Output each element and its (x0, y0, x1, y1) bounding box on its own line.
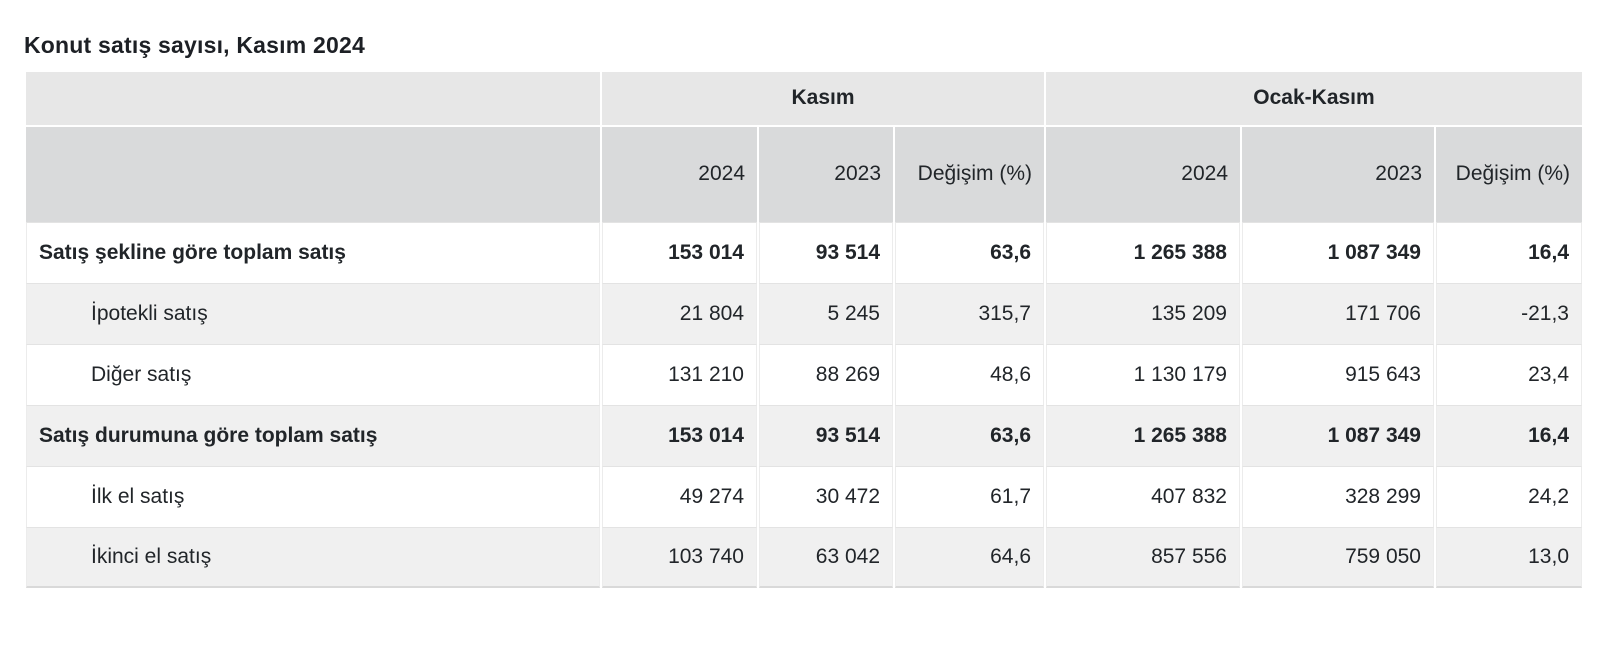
table-row: Satış durumuna göre toplam satış 153 014 9… (26, 405, 1582, 466)
value-cell-ocak-kasim-2023: 328 299 (1242, 466, 1434, 527)
table-row: İlk el satış 49 274 30 472 61,7 407 832 328 2… (26, 466, 1582, 527)
value-cell-ocak-kasim-2023: 1 087 349 (1242, 222, 1434, 283)
value-cell-kasim-2023: 93 514 (759, 405, 893, 466)
row-label: İlk el satış (26, 466, 600, 527)
row-label: İkinci el satış (26, 527, 600, 588)
value-cell-kasim-2024: 21 804 (602, 283, 757, 344)
page-title: Konut satış sayısı, Kasım 2024 (24, 32, 365, 58)
value-cell-kasim-2023: 88 269 (759, 344, 893, 405)
value-cell-ocak-kasim-degisim: 16,4 (1436, 405, 1582, 466)
value-cell-ocak-kasim-degisim: 16,4 (1436, 222, 1582, 283)
value-cell-ocak-kasim-degisim: 23,4 (1436, 344, 1582, 405)
value-cell-ocak-kasim-2024: 1 130 179 (1046, 344, 1240, 405)
value-cell-ocak-kasim-2024: 1 265 388 (1046, 405, 1240, 466)
value-cell-ocak-kasim-2024: 407 832 (1046, 466, 1240, 527)
value-cell-kasim-2024: 103 740 (602, 527, 757, 588)
value-cell-kasim-2024: 153 014 (602, 405, 757, 466)
value-cell-kasim-degisim: 63,6 (895, 405, 1044, 466)
value-cell-kasim-2023: 30 472 (759, 466, 893, 527)
column-header-kasim-2024: 2024 (602, 127, 757, 222)
value-cell-ocak-kasim-degisim: -21,3 (1436, 283, 1582, 344)
page: Konut satış sayısı, Kasım 2024 Kasım Oca… (24, 32, 1584, 588)
value-cell-kasim-2024: 49 274 (602, 466, 757, 527)
row-label: Diğer satış (26, 344, 600, 405)
column-group-kasim: Kasım (602, 72, 1044, 127)
value-cell-kasim-degisim: 48,6 (895, 344, 1044, 405)
column-header-row: 2024 2023 Değişim (%) 2024 2023 Değişim … (26, 127, 1582, 222)
column-header-kasim-2023: 2023 (759, 127, 893, 222)
value-cell-kasim-2024: 131 210 (602, 344, 757, 405)
value-cell-kasim-degisim: 63,6 (895, 222, 1044, 283)
value-cell-kasim-degisim: 61,7 (895, 466, 1044, 527)
table-header: Kasım Ocak-Kasım 2024 2023 Değişim (%) 2… (26, 72, 1582, 222)
value-cell-kasim-degisim: 64,6 (895, 527, 1044, 588)
table-row: Diğer satış 131 210 88 269 48,6 1 130 179 915… (26, 344, 1582, 405)
column-header-kasim-degisim: Değişim (%) (895, 127, 1044, 222)
corner-cell (26, 127, 600, 222)
column-header-ocak-kasim-2023: 2023 (1242, 127, 1434, 222)
value-cell-ocak-kasim-2024: 135 209 (1046, 283, 1240, 344)
row-label: İpotekli satış (26, 283, 600, 344)
value-cell-ocak-kasim-2023: 759 050 (1242, 527, 1434, 588)
value-cell-ocak-kasim-2024: 857 556 (1046, 527, 1240, 588)
housing-sales-table: Kasım Ocak-Kasım 2024 2023 Değişim (%) 2… (24, 72, 1584, 588)
value-cell-kasim-2023: 63 042 (759, 527, 893, 588)
value-cell-kasim-2023: 5 245 (759, 283, 893, 344)
value-cell-ocak-kasim-2023: 1 087 349 (1242, 405, 1434, 466)
corner-cell (26, 72, 600, 127)
table-row: Satış şekline göre toplam satış 153 014 93… (26, 222, 1582, 283)
value-cell-kasim-degisim: 315,7 (895, 283, 1044, 344)
value-cell-kasim-2023: 93 514 (759, 222, 893, 283)
column-group-ocak-kasim: Ocak-Kasım (1046, 72, 1582, 127)
column-header-ocak-kasim-degisim: Değişim (%) (1436, 127, 1582, 222)
table-body: Satış şekline göre toplam satış 153 014 93… (26, 222, 1582, 588)
value-cell-ocak-kasim-2023: 171 706 (1242, 283, 1434, 344)
value-cell-ocak-kasim-degisim: 24,2 (1436, 466, 1582, 527)
column-group-header-row: Kasım Ocak-Kasım (26, 72, 1582, 127)
table-row: İpotekli satış 21 804 5 245 315,7 135 209 171… (26, 283, 1582, 344)
row-label: Satış durumuna göre toplam satış (26, 405, 600, 466)
value-cell-ocak-kasim-degisim: 13,0 (1436, 527, 1582, 588)
value-cell-kasim-2024: 153 014 (602, 222, 757, 283)
column-header-ocak-kasim-2024: 2024 (1046, 127, 1240, 222)
row-label: Satış şekline göre toplam satış (26, 222, 600, 283)
table-row: İkinci el satış 103 740 63 042 64,6 857 556 7… (26, 527, 1582, 588)
value-cell-ocak-kasim-2024: 1 265 388 (1046, 222, 1240, 283)
value-cell-ocak-kasim-2023: 915 643 (1242, 344, 1434, 405)
